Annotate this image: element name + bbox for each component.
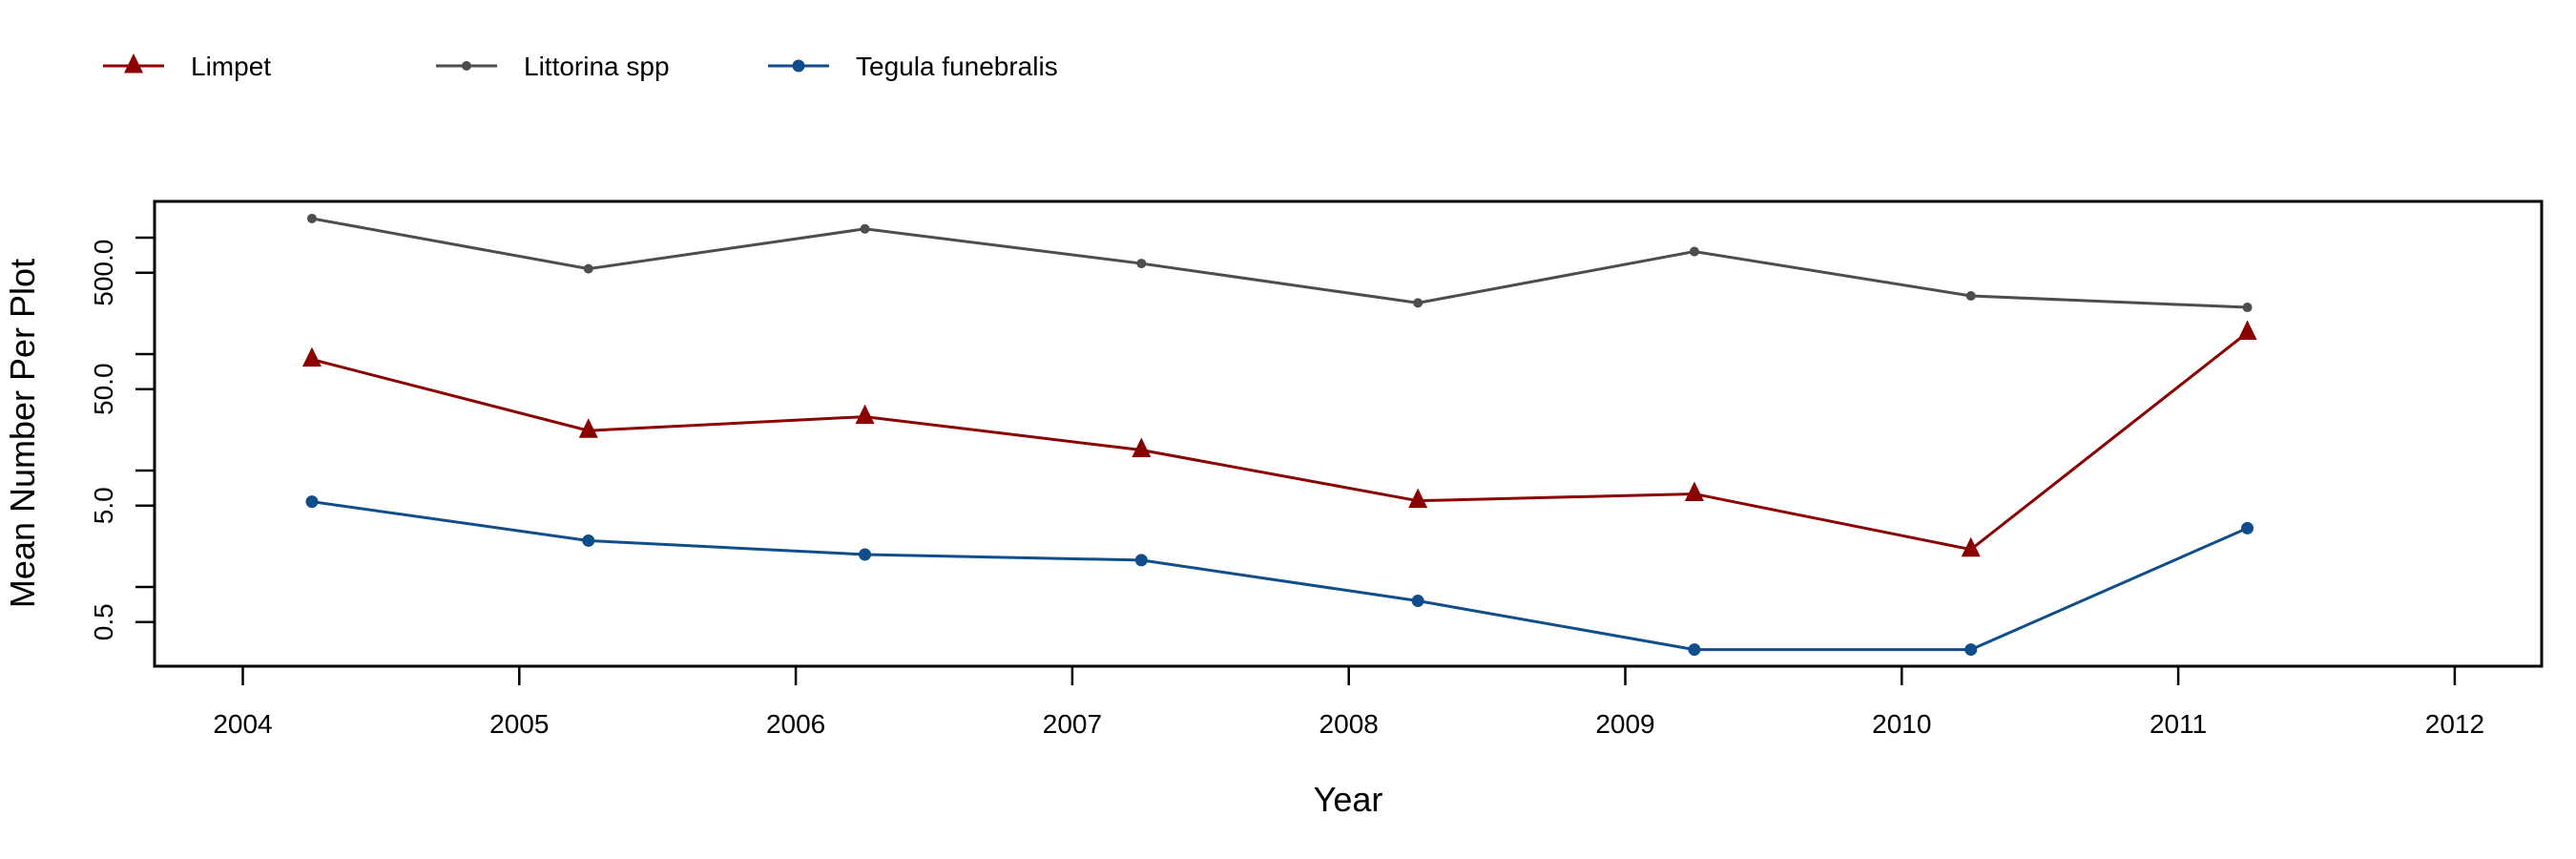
circle-marker <box>2241 521 2254 534</box>
x-tick-label: 2011 <box>2150 709 2207 739</box>
legend-label: Tegula funebralis <box>856 52 1058 81</box>
y-tick-label: 500.0 <box>89 240 118 306</box>
series-line <box>311 331 2249 552</box>
y-tick-label: 5.0 <box>89 487 118 524</box>
x-tick-label: 2009 <box>1595 709 1654 739</box>
circle-marker <box>860 223 870 234</box>
legend: Limpet Littorina spp Tegula funebralis <box>103 52 1058 81</box>
legend-label: Limpet <box>191 52 271 81</box>
x-tick-label: 2012 <box>2425 709 2484 739</box>
series-line <box>311 217 2248 309</box>
x-tick-label: 2004 <box>213 709 272 739</box>
x-tick-label: 2007 <box>1043 709 1102 739</box>
y-tick-label: 0.5 <box>89 603 118 640</box>
circle-marker <box>306 213 317 223</box>
x-tick-label: 2010 <box>1872 709 1931 739</box>
triangle-marker <box>1132 437 1152 458</box>
circle-marker <box>1688 643 1701 657</box>
legend-item: Limpet <box>103 52 271 81</box>
circle-marker <box>582 534 595 547</box>
circle-marker <box>859 548 872 561</box>
triangle-marker <box>578 418 598 438</box>
legend-item: Tegula funebralis <box>768 52 1058 81</box>
triangle-marker <box>124 53 143 73</box>
x-axis-title: Year <box>1314 780 1383 819</box>
legend-label: Littorina spp <box>524 52 670 81</box>
circle-marker <box>1964 643 1978 657</box>
series-line <box>311 500 2249 652</box>
y-tick-label: 50.0 <box>89 363 118 415</box>
triangle-marker <box>2237 320 2257 340</box>
triangle-marker <box>855 404 875 425</box>
plot-frame <box>153 199 2544 668</box>
triangle-marker <box>1961 536 1981 557</box>
legend-item: Littorina spp <box>436 52 670 81</box>
circle-marker <box>1413 298 1423 308</box>
circle-marker <box>583 263 593 274</box>
series-layer <box>301 213 2257 657</box>
circle-marker <box>1411 595 1424 608</box>
x-tick-label: 2008 <box>1319 709 1379 739</box>
series-tegula-funebralis <box>305 495 2254 657</box>
circle-marker <box>792 59 805 73</box>
circle-marker <box>1965 291 1976 302</box>
triangle-marker <box>301 346 322 367</box>
circle-marker <box>1136 259 1147 269</box>
y-axis-title: Mean Number Per Plot <box>3 259 42 608</box>
x-tick-label: 2005 <box>489 709 549 739</box>
y-axis: 0.5 5.0 50.0 500.0 <box>89 236 155 640</box>
circle-marker <box>305 495 319 509</box>
series-limpet <box>301 320 2257 557</box>
circle-marker <box>1134 554 1148 567</box>
circle-marker <box>1689 246 1699 257</box>
circle-marker <box>2242 303 2253 313</box>
triangle-marker <box>1408 488 1428 509</box>
triangle-marker <box>1684 481 1704 501</box>
series-littorina-spp <box>306 213 2253 313</box>
x-tick-label: 2006 <box>766 709 825 739</box>
circle-marker <box>462 61 471 71</box>
x-axis: 2004 2005 2006 2007 2008 2009 2010 2011 2012 <box>213 666 2484 739</box>
